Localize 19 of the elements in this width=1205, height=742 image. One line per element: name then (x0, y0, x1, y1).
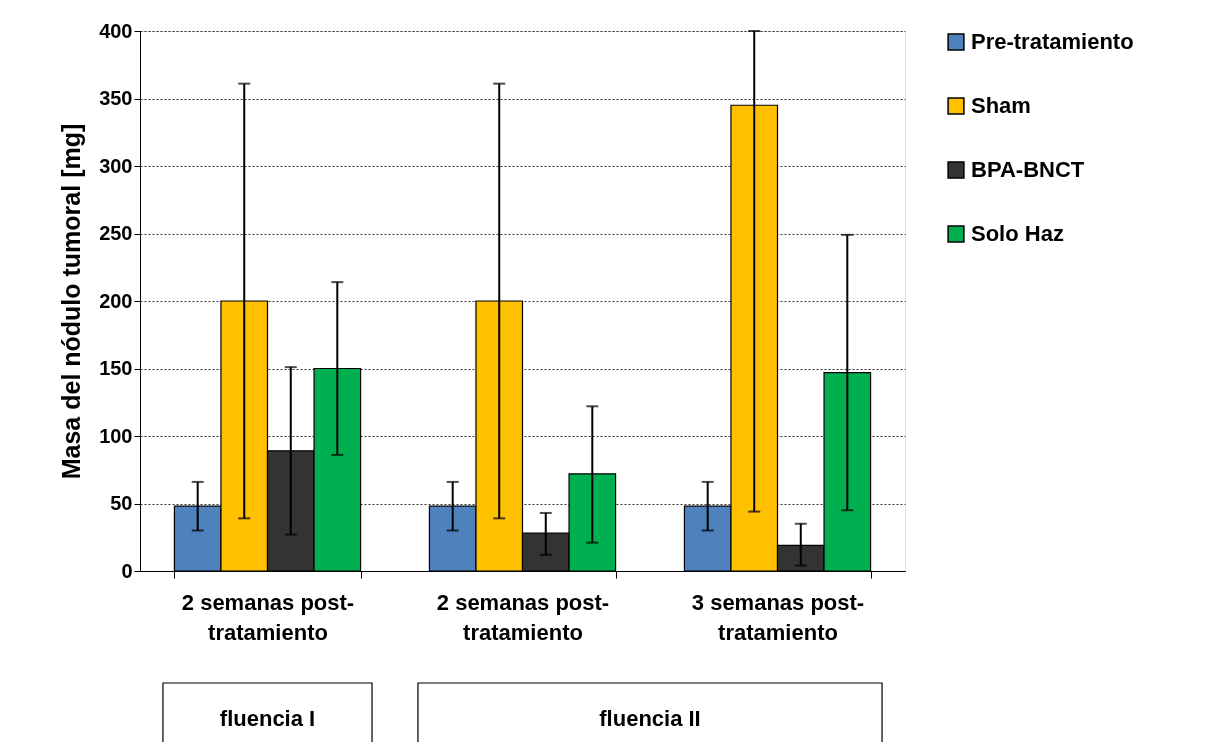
y-tick-label: 200 (99, 289, 133, 312)
legend-label: Solo Haz (971, 221, 1064, 246)
y-axis-title: Masa del nódulo tumoral [mg] (57, 123, 86, 480)
legend-label: BPA-BNCT (971, 157, 1085, 182)
y-tick-label: 300 (99, 154, 133, 177)
x-tick-label: 2 semanas post-tratamiento (181, 589, 355, 645)
text: fluencia II (599, 706, 701, 731)
x-tick-label: 2 semanas post-tratamiento (436, 589, 610, 645)
text: fluencia I (219, 706, 316, 731)
y-tick-label: 100 (99, 424, 133, 447)
legend-label: Pre-tratamiento (971, 29, 1134, 54)
y-tick-label: 50 (110, 492, 133, 514)
y-tick-label: 150 (99, 357, 133, 379)
x-tick-label: 3 semanas post-tratamiento (691, 589, 865, 645)
y-tick-label: 400 (99, 19, 133, 42)
y-tick-label: 350 (99, 87, 133, 109)
y-tick-label: 250 (99, 222, 133, 244)
legend-label: Sham (971, 93, 1031, 118)
y-tick-label: 0 (121, 559, 133, 582)
